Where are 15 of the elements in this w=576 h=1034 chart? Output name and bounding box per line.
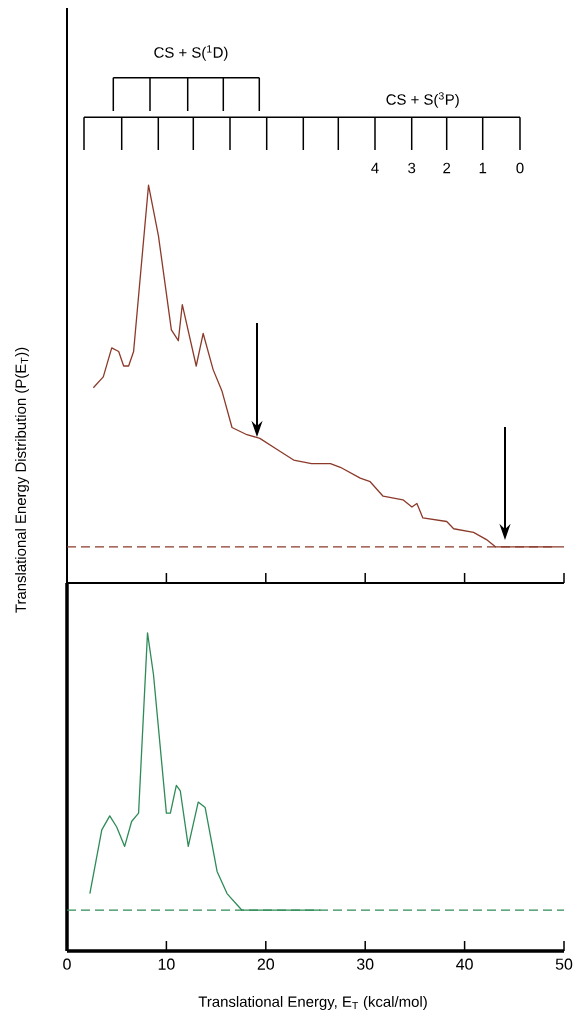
y-axis-title: Translational Energy Distribution (P(E$_{T}$)) [15, 347, 29, 613]
x-tick-label: 30 [356, 958, 374, 970]
x-tick-label: 50 [555, 958, 573, 970]
text: CS + S($^{3}$P) [386, 92, 459, 108]
x-tick-label: 10 [158, 958, 175, 970]
text: 4 [371, 162, 379, 174]
x-axis-title: Translational Energy, E$_{T}$ (kcal/mol) [198, 996, 427, 1010]
text: CS + S($^{1}$D) [154, 45, 228, 61]
x-tick-label: 20 [257, 958, 275, 970]
text: 0 [516, 162, 524, 174]
text: 3 [408, 162, 416, 174]
x-tick-label: 40 [456, 958, 473, 970]
x-tick-label: 0 [63, 958, 71, 970]
text: 2 [443, 162, 451, 174]
text: 1 [479, 162, 487, 174]
